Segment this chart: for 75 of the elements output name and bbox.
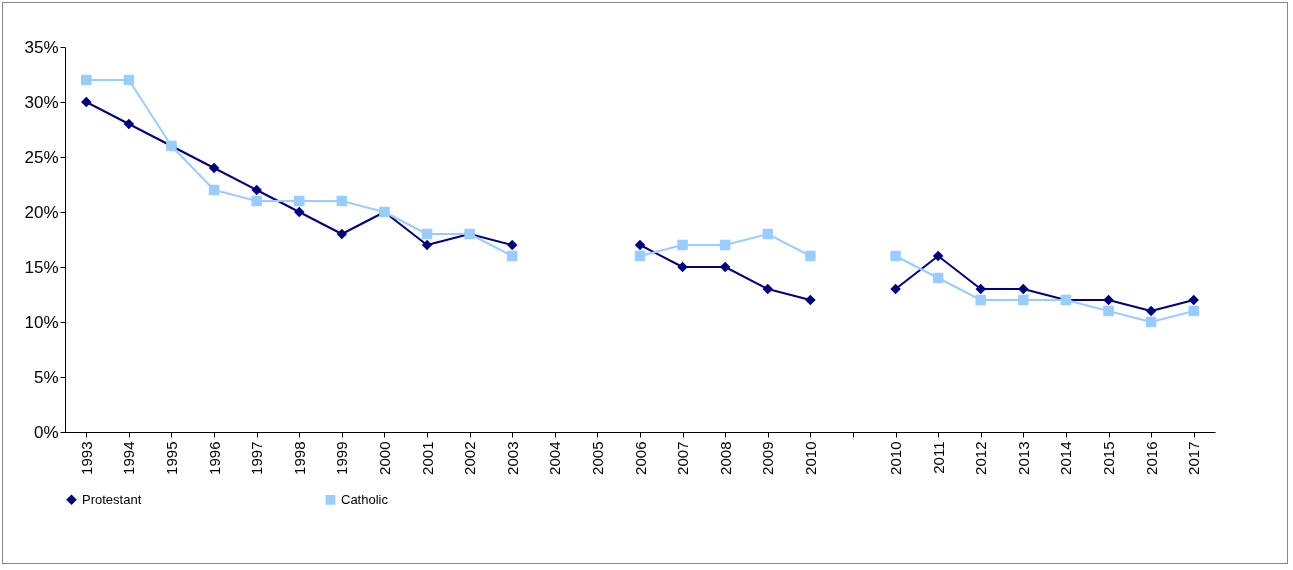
legend-label: Protestant xyxy=(82,491,142,507)
point xyxy=(1145,316,1157,328)
point xyxy=(123,118,135,130)
x-tick-label: 2015 xyxy=(1100,441,1118,475)
point xyxy=(251,184,262,196)
x-tick-label: 2006 xyxy=(631,441,649,475)
x-tick-label: 1998 xyxy=(290,441,308,475)
y-tick-label: 20% xyxy=(24,202,59,222)
point xyxy=(208,184,220,196)
y-tick-label: 35% xyxy=(24,37,59,57)
x-tick-label: 2007 xyxy=(674,441,692,475)
point xyxy=(890,250,901,262)
point xyxy=(634,239,646,251)
y-tick-label: 25% xyxy=(24,147,59,167)
x-tick-label: 2005 xyxy=(588,441,606,475)
point xyxy=(932,250,944,262)
point xyxy=(81,96,92,108)
point xyxy=(421,239,433,251)
point xyxy=(208,162,220,174)
point xyxy=(81,74,92,86)
point xyxy=(634,250,646,262)
point xyxy=(1018,283,1029,295)
point xyxy=(1103,305,1114,317)
legend-label: Catholic xyxy=(341,491,389,507)
y-tick-label: 0% xyxy=(33,422,59,442)
x-tick-label: 2004 xyxy=(546,441,564,475)
point xyxy=(975,283,986,295)
point xyxy=(762,228,774,240)
x-tick-label: 1995 xyxy=(162,441,180,475)
point xyxy=(506,250,518,262)
x-tick-label: 2010 xyxy=(801,441,819,475)
y-tick-label: 10% xyxy=(24,312,59,332)
point xyxy=(506,239,518,251)
point xyxy=(677,261,688,273)
point xyxy=(421,228,433,240)
y-tick-label: 30% xyxy=(24,92,59,112)
point xyxy=(805,250,816,262)
x-tick-label: 1994 xyxy=(120,441,138,475)
point xyxy=(805,294,816,306)
point xyxy=(1145,305,1157,317)
x-tick-label: 2010 xyxy=(887,441,905,475)
x-tick-label: 2001 xyxy=(418,441,436,475)
x-tick-label: 2016 xyxy=(1142,441,1160,475)
x-tick-label: 2002 xyxy=(461,441,479,475)
x-tick-label: 2014 xyxy=(1057,441,1075,475)
x-tick-label: 1996 xyxy=(205,441,223,475)
point xyxy=(1018,294,1029,306)
point xyxy=(1103,294,1114,306)
x-tick-label: 2011 xyxy=(929,441,947,474)
y-tick-label: 15% xyxy=(24,257,59,277)
x-tick-label: 2012 xyxy=(972,441,990,475)
y-tick-label: 5% xyxy=(33,367,59,387)
point xyxy=(251,195,262,207)
point xyxy=(123,74,135,86)
point xyxy=(719,239,731,251)
x-tick-label: 2013 xyxy=(1014,441,1032,475)
point xyxy=(336,228,348,240)
x-tick-label: 1993 xyxy=(77,441,95,475)
point xyxy=(1188,305,1199,317)
point xyxy=(1188,294,1199,306)
point xyxy=(975,294,986,306)
point xyxy=(336,195,348,207)
x-tick-label: 2017 xyxy=(1185,441,1203,475)
x-tick-label: 1997 xyxy=(248,441,266,475)
x-tick-label: 2000 xyxy=(375,441,393,475)
x-tick-label: 2003 xyxy=(503,441,521,475)
point xyxy=(294,206,305,218)
x-tick-label: 1999 xyxy=(333,441,351,475)
point xyxy=(294,195,305,207)
x-tick-label: 2009 xyxy=(759,441,777,475)
point xyxy=(677,239,688,251)
point xyxy=(762,283,774,295)
point xyxy=(932,272,944,284)
x-tick-label: 2008 xyxy=(716,441,734,475)
point xyxy=(890,283,901,295)
